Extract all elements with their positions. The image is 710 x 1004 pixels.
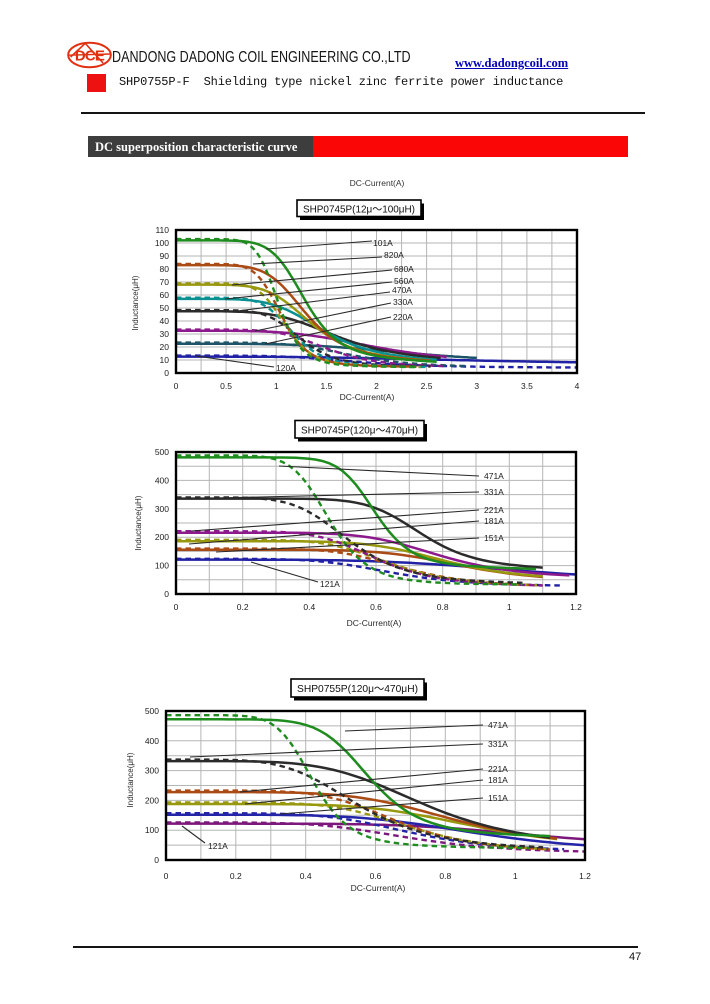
svg-text:4: 4 [575,381,580,391]
svg-text:0: 0 [174,602,179,612]
svg-text:100: 100 [155,238,169,248]
svg-text:DC-Current(A): DC-Current(A) [350,178,405,188]
svg-text:1: 1 [507,602,512,612]
svg-text:SHP0745P(120μ～470μH): SHP0745P(120μ～470μH) [301,424,418,436]
svg-text:120A: 120A [276,363,296,373]
svg-text:0.8: 0.8 [439,871,451,881]
svg-text:Inductance(μH): Inductance(μH) [126,752,135,807]
svg-text:60: 60 [160,290,170,300]
svg-text:560A: 560A [394,276,414,286]
svg-text:300: 300 [145,766,159,776]
svg-text:100: 100 [145,825,159,835]
svg-text:181A: 181A [488,775,508,785]
svg-text:DC-Current(A): DC-Current(A) [340,392,395,402]
svg-text:680A: 680A [394,264,414,274]
svg-text:Inductance(μH): Inductance(μH) [134,495,143,550]
svg-text:100: 100 [155,561,169,571]
svg-text:SHP0745P(12μ～100μH): SHP0745P(12μ～100μH) [303,203,415,215]
svg-text:1: 1 [274,381,279,391]
svg-text:10: 10 [160,355,170,365]
svg-text:0.6: 0.6 [370,871,382,881]
svg-text:40: 40 [160,316,170,326]
svg-text:331A: 331A [484,487,504,497]
svg-text:121A: 121A [208,841,228,851]
svg-text:200: 200 [155,532,169,542]
svg-text:220A: 220A [393,312,413,322]
svg-text:0.2: 0.2 [230,871,242,881]
svg-text:110: 110 [155,225,169,235]
svg-text:1: 1 [513,871,518,881]
svg-text:400: 400 [155,475,169,485]
svg-text:70: 70 [160,277,170,287]
svg-text:330A: 330A [393,297,413,307]
svg-text:471A: 471A [488,720,508,730]
svg-text:121A: 121A [320,579,340,589]
svg-text:0: 0 [154,855,159,865]
svg-text:500: 500 [155,447,169,457]
svg-text:1.2: 1.2 [579,871,591,881]
svg-text:400: 400 [145,736,159,746]
svg-text:30: 30 [160,329,170,339]
svg-text:471A: 471A [484,471,504,481]
svg-text:90: 90 [160,251,170,261]
svg-text:181A: 181A [484,516,504,526]
svg-text:0: 0 [164,589,169,599]
svg-text:2: 2 [374,381,379,391]
svg-text:300: 300 [155,504,169,514]
svg-text:221A: 221A [484,505,504,515]
svg-text:1.5: 1.5 [320,381,332,391]
svg-text:2.5: 2.5 [421,381,433,391]
svg-text:500: 500 [145,706,159,716]
svg-text:DC-Current(A): DC-Current(A) [347,618,402,628]
svg-text:200: 200 [145,795,159,805]
svg-text:101A: 101A [373,238,393,248]
svg-text:50: 50 [160,303,170,313]
svg-text:DCE: DCE [75,47,105,64]
svg-text:0: 0 [164,871,169,881]
svg-text:80: 80 [160,264,170,274]
svg-text:0.4: 0.4 [300,871,312,881]
svg-text:151A: 151A [484,533,504,543]
svg-text:0.4: 0.4 [303,602,315,612]
svg-text:0.6: 0.6 [370,602,382,612]
svg-text:470A: 470A [392,285,412,295]
svg-text:331A: 331A [488,739,508,749]
svg-text:0.5: 0.5 [220,381,232,391]
svg-text:221A: 221A [488,764,508,774]
svg-text:3: 3 [474,381,479,391]
svg-text:Inductance(μH): Inductance(μH) [131,275,140,330]
svg-text:DC-Current(A): DC-Current(A) [351,883,406,893]
svg-text:20: 20 [160,342,170,352]
svg-text:151A: 151A [488,793,508,803]
svg-text:0.8: 0.8 [437,602,449,612]
svg-text:0: 0 [164,368,169,378]
svg-text:1.2: 1.2 [570,602,582,612]
svg-text:3.5: 3.5 [521,381,533,391]
svg-text:820A: 820A [384,250,404,260]
svg-text:SHP0755P(120μ～470μH): SHP0755P(120μ～470μH) [297,683,418,695]
svg-text:0.2: 0.2 [237,602,249,612]
svg-text:0: 0 [174,381,179,391]
